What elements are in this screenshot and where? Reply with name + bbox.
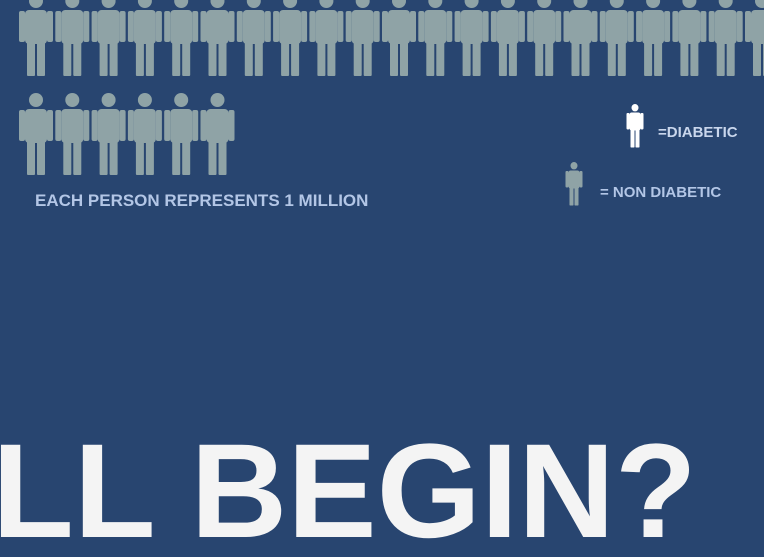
- legend-label: = NON DIABETIC: [600, 184, 721, 201]
- headline: LL BEGIN?: [0, 417, 697, 557]
- legend-label: =DIABETIC: [658, 124, 738, 141]
- caption: EACH PERSON REPRESENTS 1 MILLION: [35, 191, 368, 210]
